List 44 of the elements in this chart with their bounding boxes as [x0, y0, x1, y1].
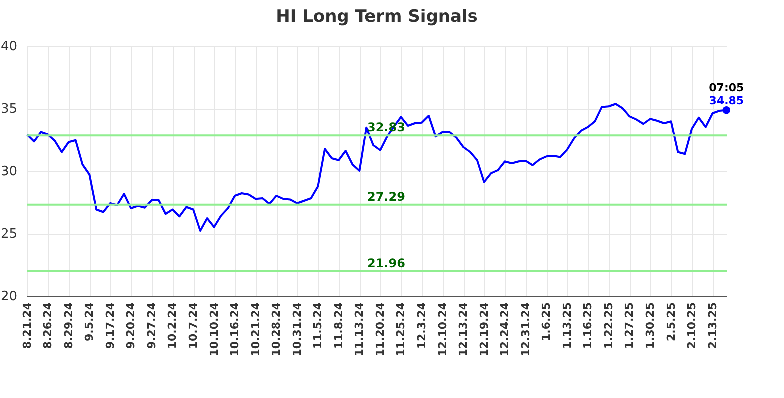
y-tick-label: 25	[0, 227, 18, 242]
x-tick-label: 10.10.24	[208, 302, 221, 357]
ref-line-label: 21.96	[367, 256, 406, 270]
x-tick-label: 11.25.24	[394, 302, 408, 357]
y-tick-label: 20	[0, 290, 18, 304]
annotation: 34.85	[709, 94, 744, 108]
x-tick-label: 10.7.24	[187, 302, 200, 350]
x-tick-label: 9.27.24	[145, 302, 158, 350]
x-tick-label: 11.20.24	[374, 302, 387, 357]
x-tick-label: 10.21.24	[249, 302, 262, 357]
x-tick-label: 2.13.25	[706, 302, 720, 350]
x-tick-label: 11.5.24	[312, 302, 325, 350]
x-tick-label: 10.16.24	[228, 302, 242, 357]
x-tick-label: 1.30.25	[644, 302, 657, 350]
x-tick-label: 8.21.24	[20, 302, 34, 350]
x-tick-label: 12.31.24	[519, 302, 532, 357]
x-tick-label: 9.17.24	[104, 302, 117, 350]
x-tick-label: 12.3.24	[416, 302, 429, 350]
x-tick-label: 12.19.24	[478, 302, 491, 357]
y-tick-label: 30	[0, 164, 18, 180]
x-tick-label: 1.16.25	[582, 302, 595, 350]
x-tick-label: 12.13.24	[457, 302, 470, 357]
x-tick-label: 9.20.24	[124, 302, 138, 350]
x-tick-label: 1.13.25	[560, 302, 574, 350]
x-tick-label: 1.27.25	[623, 302, 636, 350]
x-tick-label: 12.24.24	[498, 302, 512, 357]
x-tick-label: 10.31.24	[290, 302, 304, 357]
x-tick-label: 11.8.24	[332, 302, 346, 350]
x-tick-label: 8.26.24	[42, 302, 55, 350]
x-tick-label: 10.28.24	[270, 302, 284, 357]
ref-line-label: 27.29	[367, 190, 406, 204]
y-tick-label: 40	[0, 40, 18, 54]
x-tick-label: 10.2.24	[166, 302, 180, 350]
x-tick-label: 12.10.24	[436, 302, 450, 357]
x-tick-label: 8.29.24	[62, 302, 76, 350]
chart-title: HI Long Term Signals	[276, 7, 478, 27]
x-tick-label: 2.5.25	[664, 302, 678, 342]
x-tick-label: 1.6.25	[540, 302, 554, 342]
annotation: 07:05	[709, 81, 744, 94]
y-tick-label: 35	[0, 102, 18, 117]
x-tick-label: 1.22.25	[602, 302, 616, 350]
x-tick-label: 2.10.25	[686, 302, 699, 350]
x-tick-label: 11.13.24	[353, 302, 366, 357]
x-tick-label: 9.5.24	[83, 302, 96, 342]
